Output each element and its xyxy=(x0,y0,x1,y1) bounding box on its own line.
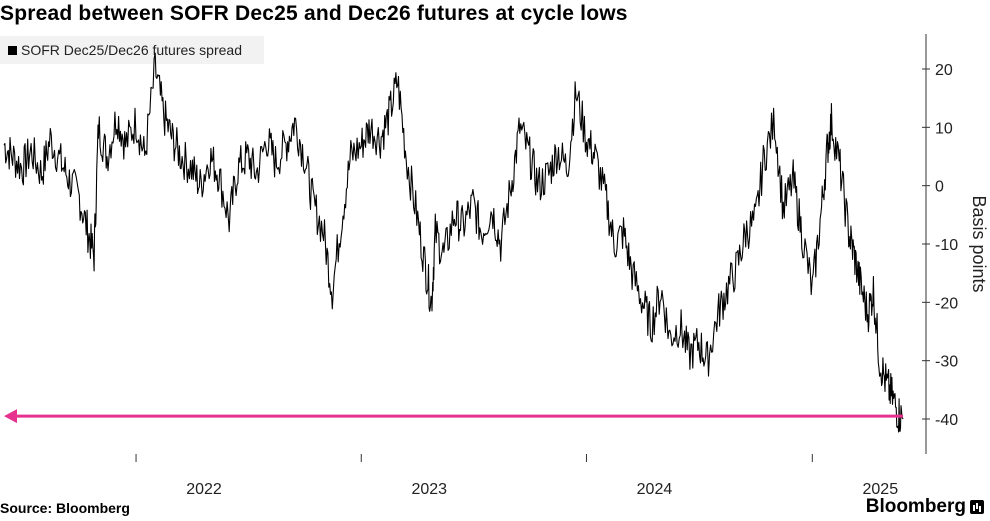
chart-title: Spread between SOFR Dec25 and Dec26 futu… xyxy=(0,2,628,25)
y-axis: 20 10 0 -10 -20 -30 -40 Basis points xyxy=(922,34,989,454)
x-tick-label: 2024 xyxy=(637,481,673,498)
series-line-0 xyxy=(3,52,904,433)
x-tick-label: 2023 xyxy=(411,481,447,498)
series-layer xyxy=(3,52,904,433)
annotation-arrow xyxy=(4,409,903,424)
bloomberg-terminal-icon xyxy=(970,500,984,514)
x-tick-label: 2025 xyxy=(863,481,899,498)
y-tick-label: 0 xyxy=(935,179,944,196)
x-axis: 2022 2023 2024 2025 xyxy=(135,454,899,498)
y-tick-label: -10 xyxy=(935,237,958,254)
y-tick-label: 20 xyxy=(935,62,953,79)
chart-legend: SOFR Dec25/Dec26 futures spread xyxy=(0,36,264,64)
brand-name: Bloomberg xyxy=(865,496,966,517)
source-note: Source: Bloomberg xyxy=(0,500,130,516)
legend-label: SOFR Dec25/Dec26 futures spread xyxy=(21,42,242,58)
legend-swatch xyxy=(8,45,17,55)
x-tick-label: 2022 xyxy=(186,481,222,498)
annotation-arrow-head-0 xyxy=(4,409,17,424)
brand-logo: Bloomberg xyxy=(866,496,984,518)
y-tick-label: -20 xyxy=(935,295,958,312)
y-axis-title: Basis points xyxy=(969,195,989,292)
y-tick-label: 10 xyxy=(935,120,953,137)
y-tick-label: -40 xyxy=(935,412,958,429)
y-tick-label: -30 xyxy=(935,354,958,371)
